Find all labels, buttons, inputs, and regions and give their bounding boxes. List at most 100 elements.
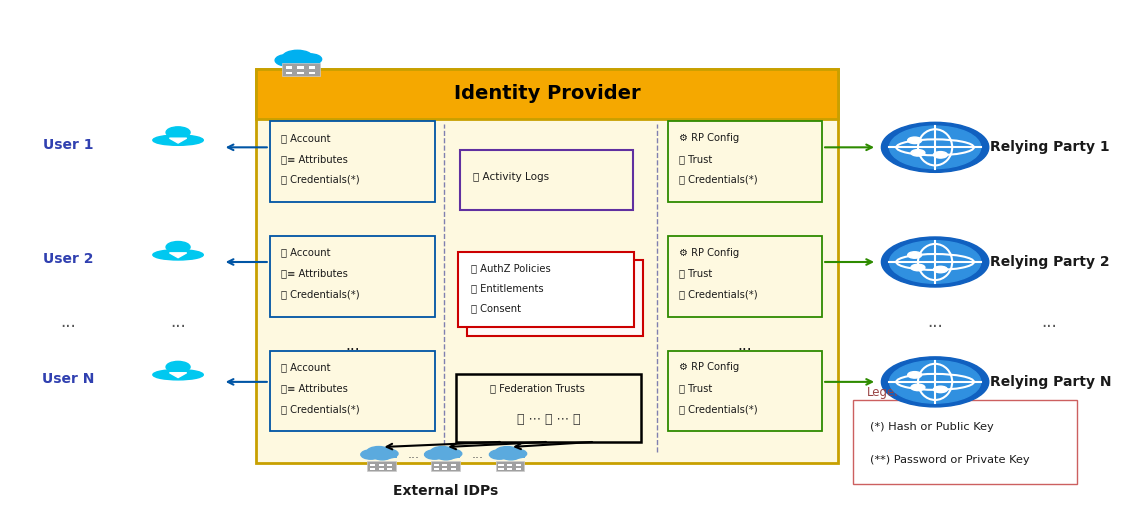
Text: User N: User N bbox=[42, 372, 95, 386]
Text: 🔑 Credentials(*): 🔑 Credentials(*) bbox=[280, 289, 359, 299]
Circle shape bbox=[166, 127, 190, 138]
Circle shape bbox=[889, 126, 980, 169]
Bar bbox=[388, 468, 392, 470]
Text: Relying Party N: Relying Party N bbox=[990, 375, 1112, 389]
Circle shape bbox=[495, 446, 520, 458]
Circle shape bbox=[437, 451, 455, 460]
Text: (*) Hash or Public Key: (*) Hash or Public Key bbox=[870, 422, 994, 432]
Text: 🔑 Credentials(*): 🔑 Credentials(*) bbox=[679, 174, 758, 184]
Text: 🔑 Credentials(*): 🔑 Credentials(*) bbox=[280, 174, 359, 184]
Circle shape bbox=[934, 266, 947, 273]
Bar bbox=[507, 464, 512, 466]
Circle shape bbox=[489, 450, 510, 459]
Text: ⬜ Trust: ⬜ Trust bbox=[679, 154, 712, 164]
Ellipse shape bbox=[153, 249, 203, 260]
Circle shape bbox=[373, 451, 392, 460]
Circle shape bbox=[430, 446, 455, 458]
Text: 🔑 Credentials(*): 🔑 Credentials(*) bbox=[280, 404, 359, 414]
Bar bbox=[430, 454, 461, 458]
Text: 📋 Activity Logs: 📋 Activity Logs bbox=[473, 172, 549, 182]
Text: 👤 Account: 👤 Account bbox=[280, 362, 331, 372]
Bar bbox=[459, 150, 633, 210]
Text: User 1: User 1 bbox=[43, 138, 93, 152]
Bar bbox=[270, 121, 435, 202]
Circle shape bbox=[424, 450, 445, 459]
Circle shape bbox=[361, 450, 381, 459]
Text: 📋 Entitlements: 📋 Entitlements bbox=[471, 283, 544, 293]
Text: ⬜ ⋯ ⬜ ⋯ ⬜: ⬜ ⋯ ⬜ ⋯ ⬜ bbox=[518, 413, 580, 427]
Circle shape bbox=[881, 357, 988, 407]
Circle shape bbox=[907, 252, 921, 258]
Bar bbox=[495, 454, 526, 458]
Polygon shape bbox=[170, 138, 187, 143]
Text: 🔑 Credentials(*): 🔑 Credentials(*) bbox=[679, 404, 758, 414]
Text: ...: ... bbox=[345, 338, 360, 353]
Bar bbox=[854, 400, 1077, 484]
Bar bbox=[282, 63, 320, 77]
Circle shape bbox=[911, 149, 925, 156]
Bar bbox=[270, 351, 435, 431]
Circle shape bbox=[934, 151, 947, 158]
Polygon shape bbox=[170, 373, 187, 378]
Text: 👥≡ Attributes: 👥≡ Attributes bbox=[280, 383, 348, 393]
Circle shape bbox=[881, 122, 988, 172]
Ellipse shape bbox=[153, 135, 203, 145]
Bar bbox=[451, 464, 456, 466]
Bar bbox=[367, 461, 396, 471]
Text: 🖼 Consent: 🖼 Consent bbox=[471, 303, 521, 313]
Text: ...: ... bbox=[407, 449, 420, 461]
Circle shape bbox=[166, 362, 190, 373]
Text: 🔒 AuthZ Policies: 🔒 AuthZ Policies bbox=[471, 263, 551, 273]
Bar bbox=[433, 464, 439, 466]
Bar bbox=[456, 374, 641, 442]
Bar bbox=[498, 464, 504, 466]
Circle shape bbox=[889, 241, 980, 283]
Text: 👥 Federation Trusts: 👥 Federation Trusts bbox=[490, 384, 585, 394]
Circle shape bbox=[911, 264, 925, 271]
Text: ⬜ Trust: ⬜ Trust bbox=[679, 268, 712, 278]
Circle shape bbox=[367, 446, 391, 458]
Text: ...: ... bbox=[1041, 313, 1057, 331]
Circle shape bbox=[291, 56, 314, 67]
Bar bbox=[285, 72, 292, 74]
Bar bbox=[515, 464, 521, 466]
Ellipse shape bbox=[153, 369, 203, 380]
Bar bbox=[498, 468, 504, 470]
Circle shape bbox=[275, 54, 300, 66]
Text: 👥≡ Attributes: 👥≡ Attributes bbox=[280, 154, 348, 164]
Bar bbox=[442, 468, 448, 470]
Circle shape bbox=[443, 450, 462, 458]
Text: ⚙ RP Config: ⚙ RP Config bbox=[679, 133, 739, 143]
Text: ⬜ Trust: ⬜ Trust bbox=[679, 383, 712, 393]
Bar bbox=[388, 464, 392, 466]
Bar bbox=[283, 60, 320, 64]
Bar bbox=[431, 461, 459, 471]
Bar bbox=[309, 72, 316, 74]
Circle shape bbox=[889, 361, 980, 403]
Text: 👤 Account: 👤 Account bbox=[280, 248, 331, 258]
Text: 🔑 Credentials(*): 🔑 Credentials(*) bbox=[679, 289, 758, 299]
Bar bbox=[378, 464, 384, 466]
Bar bbox=[457, 252, 634, 327]
Text: Relying Party 1: Relying Party 1 bbox=[990, 140, 1109, 155]
Bar bbox=[507, 468, 512, 470]
Text: ⚙ RP Config: ⚙ RP Config bbox=[679, 362, 739, 372]
Text: ...: ... bbox=[60, 313, 76, 331]
Text: Identity Provider: Identity Provider bbox=[454, 84, 641, 103]
Bar bbox=[369, 468, 375, 470]
Circle shape bbox=[508, 450, 527, 458]
Bar bbox=[369, 464, 375, 466]
Bar bbox=[378, 468, 384, 470]
Text: User 2: User 2 bbox=[43, 253, 93, 266]
Text: ...: ... bbox=[927, 313, 943, 331]
Text: (**) Password or Private Key: (**) Password or Private Key bbox=[870, 455, 1029, 465]
Text: 👥≡ Attributes: 👥≡ Attributes bbox=[280, 268, 348, 278]
Bar bbox=[668, 121, 822, 202]
Bar bbox=[433, 468, 439, 470]
Bar bbox=[298, 67, 304, 69]
Bar bbox=[496, 461, 524, 471]
Bar bbox=[515, 468, 521, 470]
Bar bbox=[668, 236, 822, 316]
Circle shape bbox=[934, 386, 947, 392]
Bar bbox=[298, 72, 304, 74]
